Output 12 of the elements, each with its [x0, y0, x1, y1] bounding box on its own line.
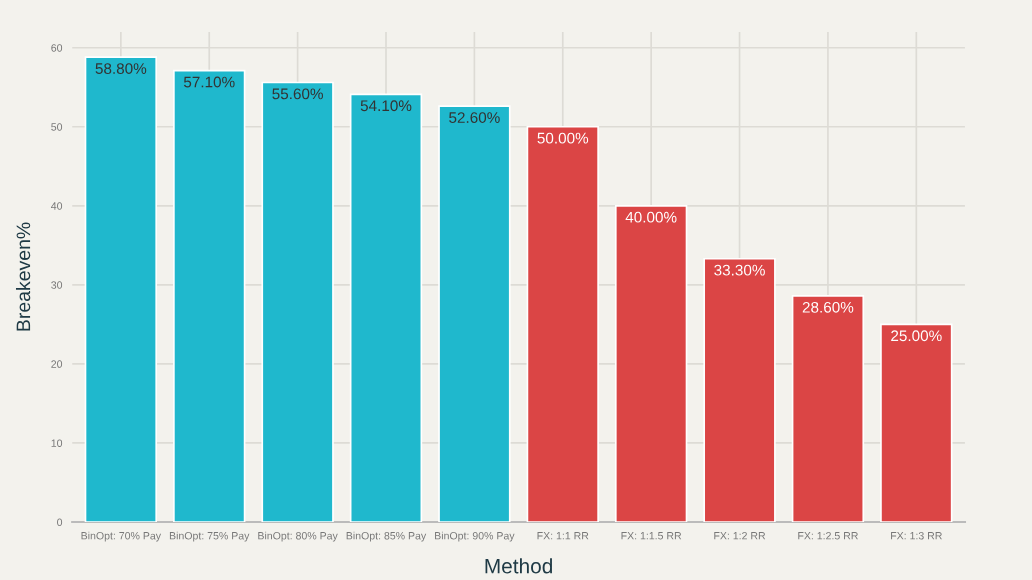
- bar: [703, 257, 776, 522]
- y-axis-title: Breakeven%: [15, 222, 31, 331]
- bar: [261, 81, 334, 522]
- bar: [614, 204, 688, 522]
- x-axis-title: Method: [485, 558, 552, 574]
- bar: [791, 295, 865, 522]
- bar: [349, 93, 423, 522]
- bar: [84, 56, 158, 522]
- bar: [880, 323, 953, 522]
- bar: [526, 125, 599, 522]
- bar: [173, 69, 246, 522]
- bar: [438, 105, 511, 522]
